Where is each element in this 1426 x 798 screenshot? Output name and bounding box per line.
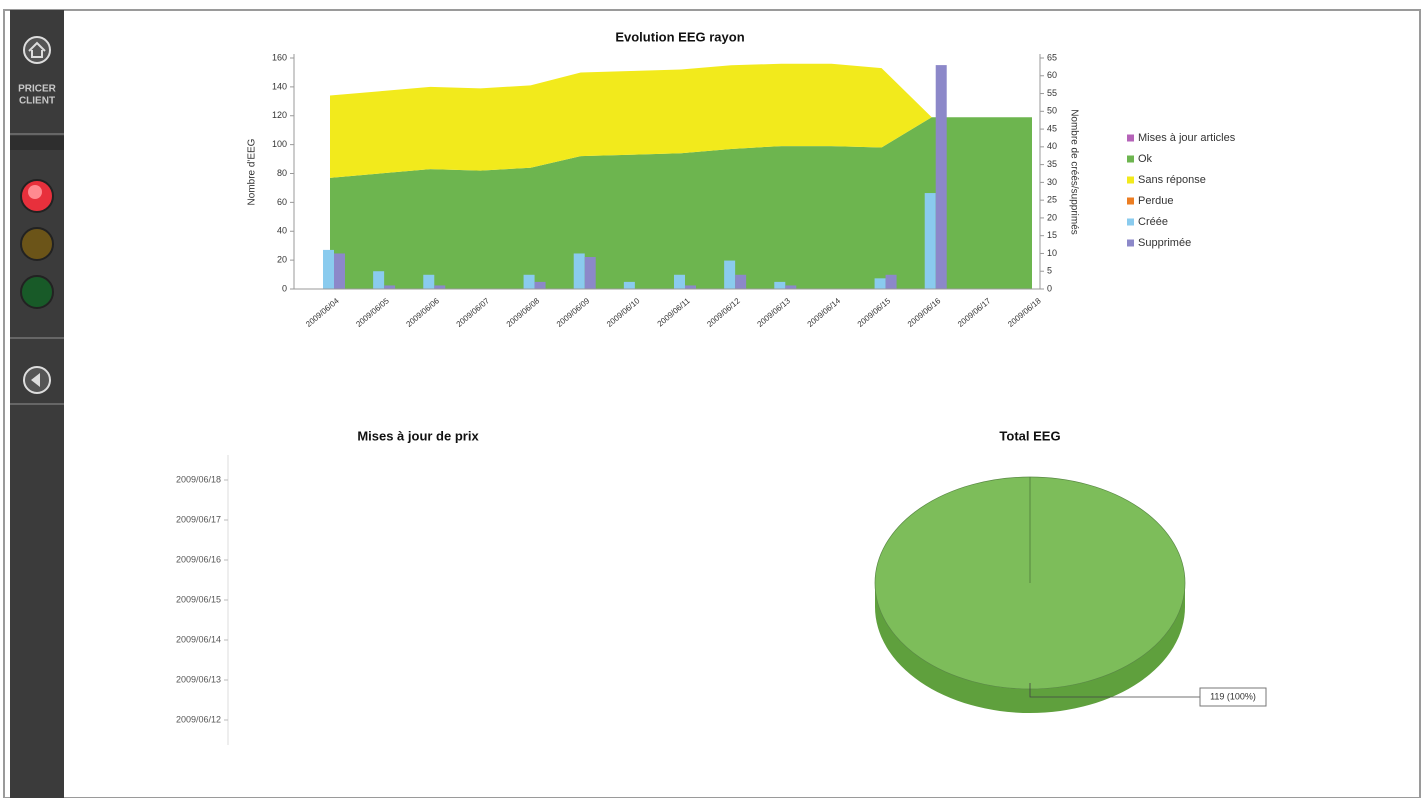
y-tick-label: 60: [277, 197, 287, 207]
bar: [885, 274, 897, 289]
y-tick-label: 0: [282, 283, 287, 293]
legend-swatch: [1127, 239, 1134, 247]
y-axis-label: Nombre d'EEG: [247, 138, 258, 205]
brand: CLIENT: [19, 96, 55, 107]
green-light[interactable]: [20, 275, 54, 309]
bar: [724, 260, 736, 289]
bar: [685, 285, 696, 289]
bar: [434, 285, 446, 289]
y-tick-label: 40: [277, 226, 287, 236]
y2-tick-label: 20: [1047, 212, 1057, 222]
bar: [735, 274, 747, 289]
bar: [523, 274, 535, 289]
bar: [774, 281, 786, 289]
bar: [924, 193, 936, 289]
y-tick-label: 2009/06/15: [176, 594, 221, 604]
y2-tick-label: 35: [1047, 159, 1057, 169]
frame: [3, 9, 1421, 798]
y2-axis-label: Nombre de créés/supprimés: [1068, 109, 1079, 235]
bar: [674, 274, 685, 289]
y-tick-label: 120: [272, 110, 287, 120]
amber-light[interactable]: [20, 227, 54, 261]
separator-band: [10, 136, 64, 150]
label-leader: [1029, 683, 1200, 698]
y2-tick-label: 40: [1047, 141, 1057, 151]
legend-label: Perdue: [1138, 195, 1173, 207]
back-icon: [31, 373, 40, 387]
legend-label: Créée: [1138, 216, 1168, 228]
y-tick-label: 2009/06/16: [176, 554, 221, 564]
y2-tick-label: 15: [1047, 230, 1057, 240]
bar: [384, 285, 396, 289]
chart-title: Total EEG: [999, 428, 1060, 443]
y2-tick-label: 5: [1047, 266, 1052, 276]
y-tick-label: 20: [277, 255, 287, 265]
area: [330, 63, 1032, 178]
legend-swatch: [1127, 197, 1134, 205]
y-tick-label: 80: [277, 168, 287, 178]
y-tick-label: 2009/06/13: [176, 674, 221, 684]
brand: PRICER: [18, 84, 57, 95]
legend-swatch: [1127, 218, 1134, 226]
y-tick-label: 140: [272, 81, 287, 91]
bar: [874, 278, 886, 289]
area: [330, 117, 1032, 289]
label-box: [1199, 687, 1267, 707]
bar: [423, 274, 435, 289]
chart-title: Evolution EEG rayon: [615, 29, 744, 44]
bar: [534, 281, 546, 289]
y-tick-label: 100: [272, 139, 287, 149]
bar: [584, 257, 596, 289]
legend-label: Mises à jour articles: [1138, 132, 1236, 144]
bar: [573, 253, 585, 289]
legend-label: Sans réponse: [1138, 174, 1206, 186]
y2-tick-label: 30: [1047, 177, 1057, 187]
home-button[interactable]: [23, 36, 51, 64]
legend-swatch: [1127, 176, 1134, 184]
y-tick-label: 2009/06/17: [176, 514, 221, 524]
y2-tick-label: 60: [1047, 70, 1057, 80]
y2-tick-label: 25: [1047, 195, 1057, 205]
sidebar: PRICER CLIENT: [10, 10, 64, 798]
y2-tick-label: 10: [1047, 248, 1057, 258]
y-tick-label: 2009/06/14: [176, 634, 221, 644]
y2-tick-label: 45: [1047, 123, 1057, 133]
y-tick-label: 2009/06/12: [176, 714, 221, 724]
legend-swatch: [1127, 155, 1134, 163]
chart-title: Mises à jour de prix: [357, 428, 479, 443]
pie-side: [875, 583, 1185, 713]
bar: [785, 285, 797, 289]
y2-tick-label: 55: [1047, 88, 1057, 98]
bar: [334, 253, 345, 289]
bar: [373, 271, 385, 289]
bar: [623, 281, 635, 289]
value-label: 119 (100%): [1210, 691, 1256, 701]
y2-tick-label: 65: [1047, 52, 1057, 62]
home-icon: [28, 41, 46, 58]
bar: [935, 65, 947, 289]
legend-label: Supprimée: [1138, 237, 1191, 249]
y2-tick-label: 50: [1047, 106, 1057, 116]
red-light-glow: [28, 185, 42, 199]
y-tick-label: 2009/06/18: [176, 474, 221, 484]
bar: [323, 249, 334, 289]
legend-label: Ok: [1138, 153, 1153, 165]
y2-tick-label: 0: [1047, 283, 1052, 293]
y-tick-label: 160: [272, 52, 287, 62]
legend-swatch: [1127, 134, 1134, 142]
